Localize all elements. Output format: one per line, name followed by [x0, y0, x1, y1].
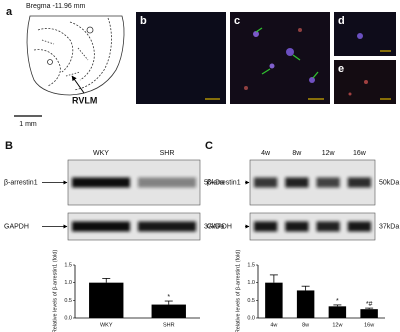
micrograph-e [334, 60, 396, 104]
bar [265, 282, 283, 318]
protein-label: β-arrestin1 [207, 179, 241, 186]
x-tick-label: 8w [302, 322, 309, 328]
error-bar [301, 285, 310, 291]
lane-label: WKY [93, 150, 109, 157]
blot-band [347, 177, 371, 188]
blot-band [316, 177, 340, 188]
size-label: 50kDa [379, 179, 399, 186]
y-tick-label: 1.5 [247, 262, 255, 268]
y-tick-label: 1.0 [64, 280, 72, 286]
lane-label: 12w [322, 150, 336, 157]
size-label: 37kDa [204, 223, 224, 230]
panel-label: b [140, 15, 147, 27]
blot-band [254, 221, 278, 232]
arrow [71, 75, 85, 94]
lane-label: 4w [261, 150, 271, 157]
y-tick-label: 0.0 [64, 315, 72, 321]
y-tick-label: 1.0 [247, 280, 255, 286]
lane-label: SHR [160, 150, 175, 157]
error-bar [164, 300, 173, 305]
size-label: 50kDa [204, 179, 224, 186]
blot-band [138, 221, 196, 232]
y-axis-label: Relative levels of β-arrestin1 (fold) [52, 250, 58, 332]
blot-band [72, 177, 130, 188]
blot-band [316, 221, 340, 232]
blot-band [285, 221, 309, 232]
lane-label: 16w [353, 150, 367, 157]
x-tick-label: SHR [163, 322, 175, 328]
blot-band [138, 177, 196, 188]
protein-label: GAPDH [207, 223, 232, 230]
protein-label: GAPDH [4, 223, 29, 230]
error-bar [102, 278, 111, 283]
annotation: * [336, 298, 339, 305]
x-tick-label: WKY [100, 322, 113, 328]
scale-label: 1 mm [19, 121, 37, 128]
x-tick-label: 4w [270, 322, 277, 328]
blot-band [285, 177, 309, 188]
blot-band [347, 221, 371, 232]
error-bar [269, 274, 278, 283]
blot-band [72, 221, 130, 232]
panel-label: a [6, 6, 13, 18]
panel-label: e [338, 63, 344, 75]
micrograph-c [230, 12, 330, 104]
brain-section [26, 15, 125, 96]
bar [89, 282, 124, 318]
error-bar [333, 304, 342, 307]
protein-label: β-arrestin1 [4, 179, 38, 186]
region-label: RVLM [72, 95, 97, 105]
y-tick-label: 1.5 [64, 262, 72, 268]
error-bar [365, 307, 374, 310]
x-tick-label: 16w [364, 322, 374, 328]
panel-label: d [338, 15, 345, 27]
lane-label: 8w [292, 150, 302, 157]
y-tick-label: 0.5 [64, 298, 72, 304]
panel-label: B [5, 140, 13, 152]
panel-label: c [234, 15, 240, 27]
x-tick-label: 12w [332, 322, 342, 328]
bregma-label: Bregma -11.96 mm [26, 3, 86, 10]
micrograph-b [136, 12, 226, 104]
y-tick-label: 0.0 [247, 315, 255, 321]
size-label: 37kDa [379, 223, 399, 230]
bar [296, 290, 315, 318]
micrograph-d [334, 12, 396, 56]
blot-band [254, 177, 278, 188]
y-axis-label: Relative levels of β-arrestin1 (fold) [235, 250, 241, 332]
panel-label: C [205, 140, 213, 152]
annotation: *# [366, 301, 373, 308]
annotation: * [167, 294, 170, 301]
bar [360, 309, 378, 318]
bar [328, 306, 347, 318]
bar [151, 304, 186, 318]
y-tick-label: 0.5 [247, 298, 255, 304]
